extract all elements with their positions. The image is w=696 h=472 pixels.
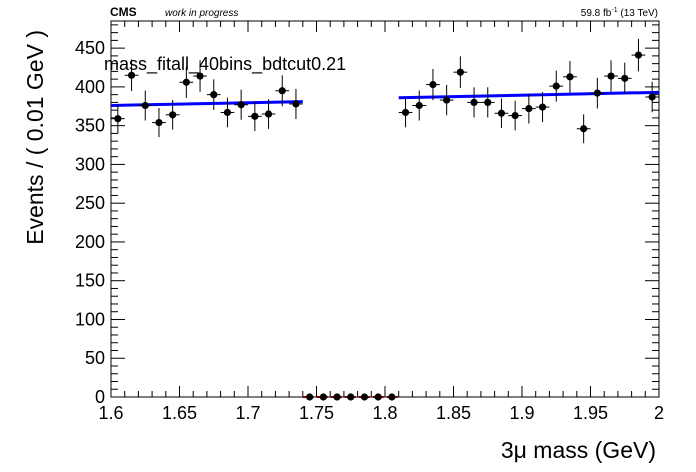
data-point xyxy=(141,101,149,110)
data-point xyxy=(580,125,588,133)
data-point xyxy=(127,71,136,79)
y-tick-label: 350 xyxy=(75,116,105,136)
data-point xyxy=(456,68,464,76)
x-tick-label: 1.95 xyxy=(573,403,608,423)
lumi-sup: -1 xyxy=(611,7,617,14)
x-tick-label: 1.9 xyxy=(509,403,534,423)
y-tick-label: 0 xyxy=(95,387,105,407)
lumi-label: 59.8 fb-1 (13 TeV) xyxy=(581,7,658,19)
data-point xyxy=(552,82,560,90)
data-point xyxy=(306,393,314,401)
data-point xyxy=(470,98,478,107)
y-axis-label: Events / ( 0.01 GeV ) xyxy=(22,30,48,245)
y-tick-label: 300 xyxy=(75,154,105,174)
y-tick-label: 100 xyxy=(75,309,105,329)
y-tick-label: 450 xyxy=(75,38,105,58)
data-point xyxy=(511,111,519,120)
data-point xyxy=(525,105,533,113)
y-tick-label: 200 xyxy=(75,232,105,252)
data-point xyxy=(538,103,547,111)
data-point xyxy=(251,112,259,120)
data-point xyxy=(319,393,327,401)
data-point xyxy=(196,72,204,80)
data-point xyxy=(223,108,232,117)
y-tick-label: 150 xyxy=(75,271,105,291)
y-tick-label: 250 xyxy=(75,193,105,213)
y-tick-label: 400 xyxy=(75,77,105,97)
data-point xyxy=(607,72,615,80)
data-point xyxy=(566,73,574,81)
data-point xyxy=(634,51,643,59)
lumi-prefix: 59.8 fb xyxy=(581,8,612,19)
x-tick-label: 2 xyxy=(654,403,664,423)
data-point xyxy=(648,93,656,101)
experiment-label: CMS xyxy=(110,5,137,19)
data-point xyxy=(264,110,273,118)
lumi-suffix: (13 TeV) xyxy=(618,8,658,19)
x-tick-label: 1.7 xyxy=(235,403,260,423)
data-point xyxy=(114,115,122,123)
x-tick-label: 1.75 xyxy=(299,403,334,423)
y-tick-label: 50 xyxy=(85,348,105,368)
data-point xyxy=(292,100,300,108)
x-tick-label: 1.85 xyxy=(436,403,471,423)
data-point xyxy=(401,108,410,117)
data-point xyxy=(237,101,245,109)
data-point xyxy=(278,87,286,95)
data-point xyxy=(593,89,601,97)
data-point xyxy=(443,96,451,104)
data-point xyxy=(388,393,396,401)
x-tick-label: 1.8 xyxy=(372,403,397,423)
x-tick-label: 1.65 xyxy=(162,403,197,423)
data-point xyxy=(360,393,369,401)
data-point xyxy=(484,98,492,107)
data-point xyxy=(333,393,341,401)
data-point xyxy=(497,109,506,117)
data-point xyxy=(429,80,437,89)
data-point xyxy=(347,393,355,401)
data-point xyxy=(621,74,629,82)
data-point xyxy=(169,111,177,119)
x-tick-label: 1.6 xyxy=(98,403,123,423)
data-point xyxy=(155,118,163,127)
chart-title: mass_fitall_40bins_bdtcut0.21 xyxy=(104,54,346,75)
x-axis-label: 3μ mass (GeV) xyxy=(501,437,656,463)
data-point xyxy=(374,393,382,401)
data-point xyxy=(210,91,218,99)
data-point xyxy=(182,78,190,86)
data-point xyxy=(415,101,423,110)
status-label: work in progress xyxy=(165,8,238,19)
